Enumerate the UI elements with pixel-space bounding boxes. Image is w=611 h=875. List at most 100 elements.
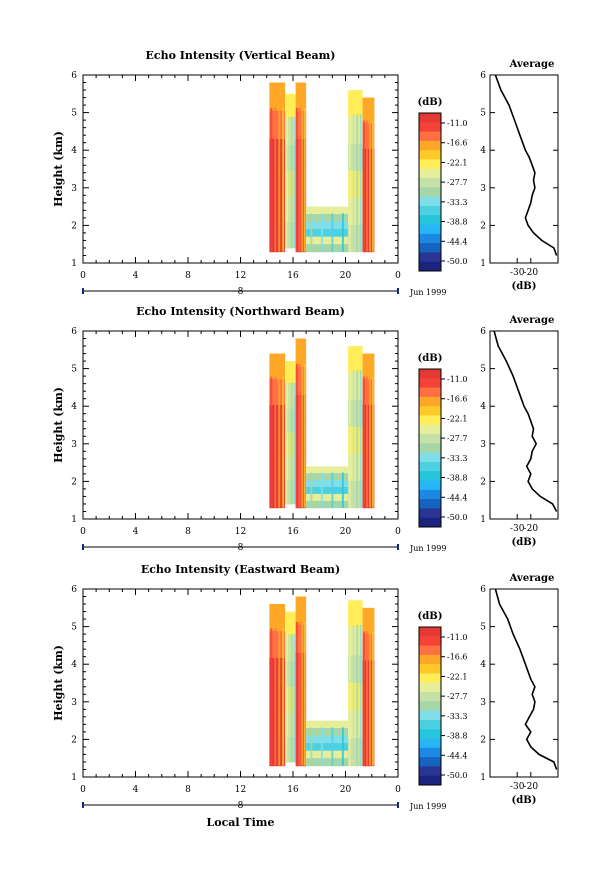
heatmap-cell bbox=[348, 627, 363, 656]
heatmap-cell bbox=[270, 376, 273, 508]
colorbar-swatch bbox=[419, 205, 441, 216]
heatmap-cell bbox=[285, 384, 296, 410]
colorbar-tick-label: -11.0 bbox=[447, 633, 468, 642]
heatmap-cell bbox=[362, 148, 375, 176]
heatmap-cell bbox=[278, 107, 281, 252]
y-tick-label: 5 bbox=[71, 623, 77, 633]
avg-x-tick-label: -20 bbox=[524, 524, 539, 534]
colorbar-tick-label: -50.0 bbox=[447, 771, 468, 780]
heatmap-cell bbox=[270, 107, 273, 252]
heatmap-cell bbox=[362, 456, 375, 483]
colorbar-swatch bbox=[419, 636, 441, 646]
heatmap-cell bbox=[269, 711, 286, 740]
x-tick-label: 20 bbox=[340, 271, 352, 281]
heatmap-cell bbox=[348, 114, 351, 252]
colorbar-frame bbox=[418, 112, 442, 272]
colorbar-swatch bbox=[419, 178, 441, 188]
day-label: 8 bbox=[238, 543, 244, 553]
day-label: 8 bbox=[238, 287, 244, 297]
heatmap-cell bbox=[362, 226, 375, 253]
heatmap-cell bbox=[301, 363, 304, 508]
x-tick-label: 20 bbox=[340, 527, 352, 537]
heatmap-cell bbox=[359, 114, 362, 252]
heatmap-cell bbox=[303, 621, 306, 766]
heatmap-cell bbox=[310, 472, 313, 508]
heatmap-cell bbox=[295, 107, 298, 252]
heatmap-cell bbox=[365, 631, 368, 766]
y-tick-label: 2 bbox=[71, 221, 77, 231]
heatmap-cell bbox=[306, 229, 349, 238]
colorbar-tick-label: -22.1 bbox=[447, 672, 468, 681]
heatmap-cell bbox=[282, 628, 285, 766]
average-title: Average bbox=[509, 315, 555, 326]
heatmap-cell bbox=[306, 500, 349, 509]
colorbar-swatch bbox=[419, 122, 441, 132]
heatmap-cell bbox=[269, 167, 286, 196]
y-tick-label: 4 bbox=[71, 146, 77, 156]
heatmap-cell bbox=[285, 456, 296, 481]
avg-y-tick-label: 5 bbox=[480, 109, 486, 119]
colorbar-swatch bbox=[419, 775, 441, 786]
heatmap-cell bbox=[269, 684, 286, 713]
heatmap-cell bbox=[301, 621, 304, 766]
heatmap-cell bbox=[285, 634, 288, 762]
heatmap-cell bbox=[348, 346, 363, 374]
heatmap-cell bbox=[306, 758, 349, 767]
average-profile-line bbox=[494, 588, 558, 770]
colorbar-swatch bbox=[419, 113, 441, 123]
heatmap-cell bbox=[368, 631, 371, 766]
heatmap-cell bbox=[269, 738, 286, 767]
heatmap-cell bbox=[269, 482, 286, 509]
heatmap-cell bbox=[363, 120, 366, 252]
colorbar-swatch bbox=[419, 215, 441, 225]
heatmap-cell bbox=[356, 370, 359, 508]
y-tick-label: 5 bbox=[71, 109, 77, 119]
colorbar-tick-label: -38.8 bbox=[447, 474, 468, 483]
heatmap-cell bbox=[285, 686, 296, 713]
average-frame bbox=[489, 330, 559, 520]
heatmap-cell bbox=[285, 222, 296, 249]
colorbar-swatch bbox=[419, 471, 441, 481]
heatmap-cell bbox=[295, 363, 298, 508]
heatmap-cell bbox=[274, 376, 277, 508]
heatmap-cell bbox=[306, 750, 349, 759]
heatmap-cell bbox=[303, 107, 306, 252]
colorbar-swatch bbox=[419, 159, 441, 170]
heatmap-cell bbox=[269, 353, 286, 380]
colorbar-tick-label: -38.8 bbox=[447, 732, 468, 741]
colorbar-swatch bbox=[419, 196, 441, 207]
average-frame bbox=[489, 588, 559, 778]
heatmap-cell bbox=[295, 338, 307, 368]
colorbar-swatch bbox=[419, 187, 441, 198]
colorbar-tick-label: -11.0 bbox=[447, 375, 468, 384]
x-tick-label: 12 bbox=[235, 271, 246, 281]
colorbar-swatch bbox=[419, 396, 441, 407]
average-x-label: (dB) bbox=[512, 537, 537, 548]
colorbar-unit: (dB) bbox=[418, 611, 443, 622]
heatmap-cell bbox=[288, 634, 291, 762]
heatmap-cell bbox=[306, 466, 349, 474]
heatmap-cell bbox=[371, 631, 374, 766]
average-title: Average bbox=[509, 573, 555, 584]
colorbar-swatch bbox=[419, 673, 441, 684]
heatmap-cell bbox=[295, 394, 307, 424]
colorbar-frame bbox=[418, 626, 442, 786]
heatmap-cell bbox=[306, 720, 349, 729]
heatmap-cell bbox=[348, 600, 363, 629]
heatmap-cell bbox=[371, 376, 374, 508]
heatmap-cell bbox=[270, 628, 273, 766]
colorbar-tick-label: -44.4 bbox=[447, 493, 468, 502]
heatmap-cell bbox=[348, 426, 363, 455]
colorbar-tick-label: -50.0 bbox=[447, 513, 468, 522]
heatmap-cell bbox=[362, 686, 375, 714]
heatmap-cell bbox=[310, 727, 313, 766]
colorbar-tick-label: -22.1 bbox=[447, 158, 468, 167]
heatmap-cell bbox=[348, 170, 363, 199]
colorbar-swatch bbox=[419, 461, 441, 472]
heatmap-cell bbox=[341, 213, 344, 252]
y-tick-label: 3 bbox=[71, 440, 77, 450]
avg-x-tick-label: -30 bbox=[510, 524, 525, 534]
heatmap-cell bbox=[368, 120, 371, 252]
avg-y-tick-label: 4 bbox=[480, 660, 486, 670]
